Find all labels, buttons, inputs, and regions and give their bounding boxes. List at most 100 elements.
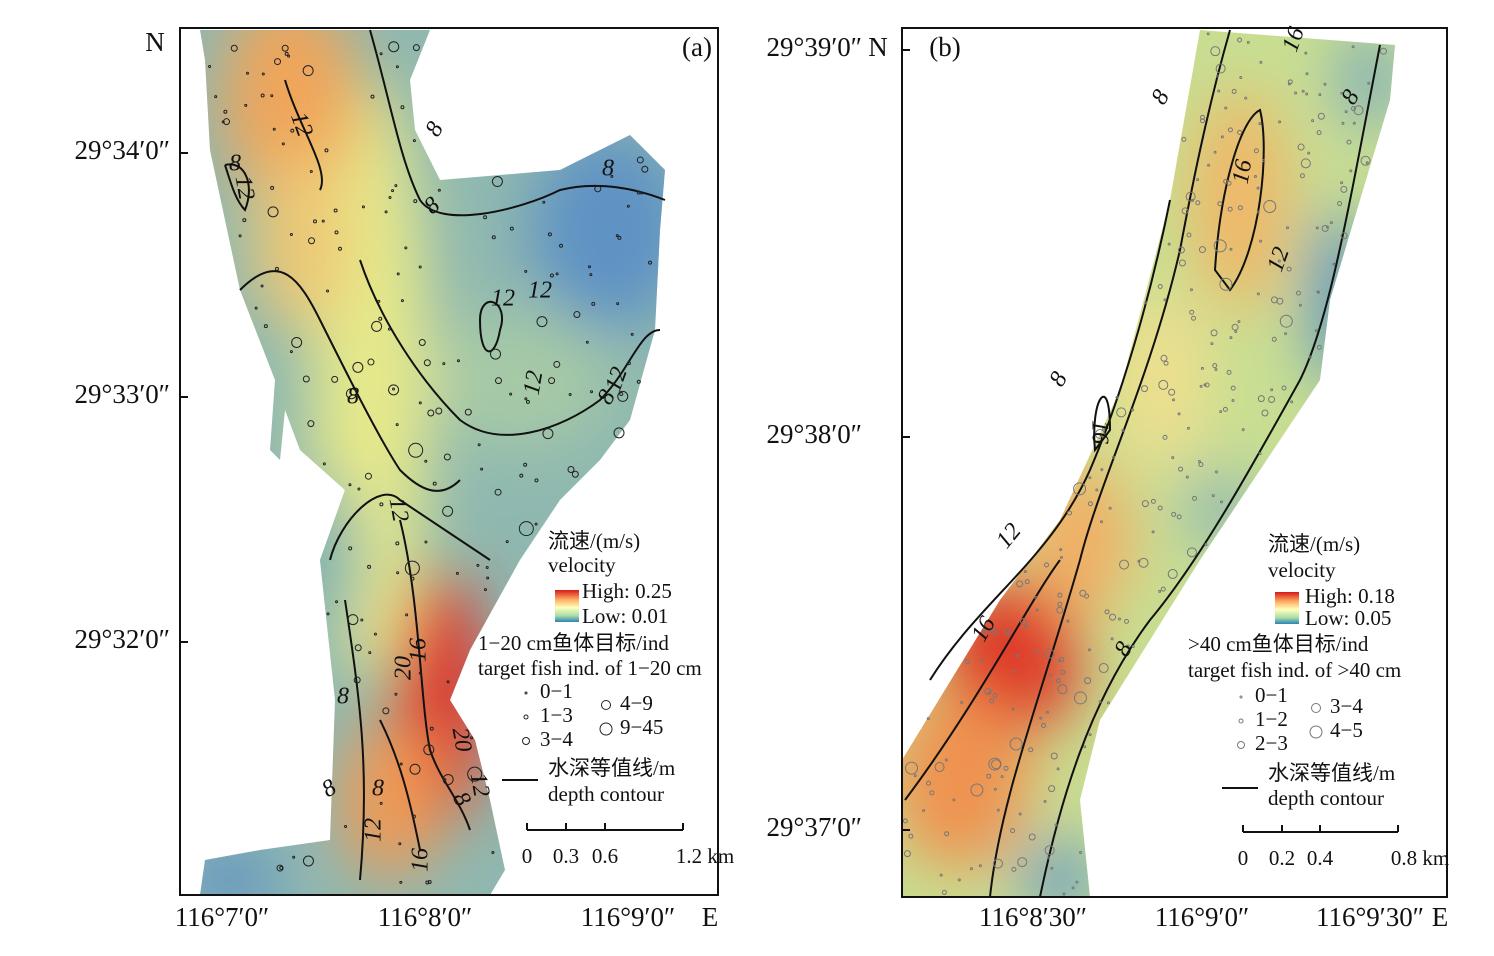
contour-label: 12 [519,369,549,397]
fish-target [591,301,596,306]
fish-target [1196,178,1200,182]
contour-label: 16 [408,848,434,872]
legend-low: Low: 0.05 [1305,606,1391,630]
fish-target [926,780,932,786]
fish-target [1210,46,1221,57]
scale-label: 0.8 km [1391,846,1449,870]
fish-target [1217,89,1221,93]
fish-target [1198,246,1206,254]
fish-target [1226,180,1232,186]
fish-target [1271,336,1277,342]
frame-a [179,27,719,896]
fish-target [360,618,364,622]
fish-target [1057,592,1063,598]
fish-target [1237,205,1243,211]
fish-target [524,269,528,273]
fish-target [1189,288,1193,292]
fish-target [491,235,496,240]
legend-symbol [599,722,613,736]
fish-target [613,427,625,439]
fish-target [412,44,420,52]
fish-target [1191,198,1195,202]
frame-b [901,27,1448,898]
legend-class: 0−1 [540,679,573,703]
fish-target [1351,45,1355,49]
fish-target [536,316,548,328]
fish-target [1224,106,1228,110]
fish-target [1215,470,1219,474]
fish-target [1177,246,1185,254]
fish-target [1210,342,1214,346]
contour-label: 12 [991,518,1026,553]
fish-target [1087,501,1093,507]
fish-target [1011,670,1015,674]
fish-target [1206,32,1210,36]
fish-target [1244,96,1248,100]
fish-target [1056,767,1060,771]
fish-target [1079,850,1083,854]
fish-target [1186,547,1197,558]
fish-target [370,94,375,99]
fish-target [395,541,400,546]
legend-class: 3−4 [1330,694,1363,718]
fish-target [400,105,405,110]
fish-target [1054,823,1058,827]
east-label: E [702,902,719,932]
fish-target [1352,121,1356,125]
legend-velocity-en: velocity [1268,558,1336,582]
fish-target [1231,398,1235,402]
fish-target [957,878,961,882]
fish-target [443,778,447,782]
fish-target [382,707,390,715]
fish-target [929,790,935,796]
fish-target [1199,384,1203,388]
legend-class: 4−9 [620,691,653,715]
legend-symbol [1238,718,1244,724]
fish-target [542,428,554,440]
fish-target [270,94,274,98]
fish-target [1340,185,1348,193]
fish-target [1011,866,1017,872]
fish-target [425,880,430,885]
fish-target [1020,618,1028,626]
fish-target [1337,201,1343,207]
fish-target [1178,259,1186,267]
fish-target [1084,593,1090,599]
fish-target [1299,173,1305,179]
fish-target [1171,511,1177,517]
fish-target [589,273,593,277]
fish-target [648,260,653,265]
fish-target [281,142,285,146]
fish-target [1256,292,1260,296]
fish-target [1138,557,1149,568]
fish-target [399,762,403,766]
fish-target [267,206,279,218]
fish-target [404,246,408,250]
contour-label: 12 [361,818,387,842]
fish-target [1023,569,1027,573]
fish-target [1256,210,1260,214]
fish-target [1186,426,1190,430]
fish-target [952,798,956,802]
fish-target [1340,181,1344,185]
lat-tick-label: 29°33′0″ [75,379,170,409]
panel-label: (b) [929,32,960,62]
fish-target [1003,628,1011,636]
fish-target [1119,559,1130,570]
fish-target [464,408,472,416]
fish-target [1044,648,1055,659]
fish-target [636,379,641,384]
fish-target [1332,262,1336,266]
fish-target [442,505,454,517]
fish-target [1116,407,1127,418]
fish-target [395,423,399,427]
fish-target [1219,410,1223,414]
fish-target [934,762,945,773]
fish-target [334,230,339,235]
fish-target [1270,296,1278,304]
fish-target [1200,366,1204,370]
legend-class: 1−2 [1255,707,1288,731]
fish-target [549,273,554,278]
fish-target [289,232,293,236]
fish-target [960,700,964,704]
